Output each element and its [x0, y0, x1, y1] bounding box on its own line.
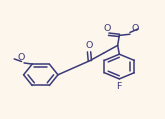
Text: O: O — [18, 53, 25, 62]
Text: O: O — [131, 24, 139, 33]
Text: F: F — [117, 82, 122, 91]
Text: O: O — [104, 24, 111, 33]
Text: O: O — [85, 41, 93, 50]
